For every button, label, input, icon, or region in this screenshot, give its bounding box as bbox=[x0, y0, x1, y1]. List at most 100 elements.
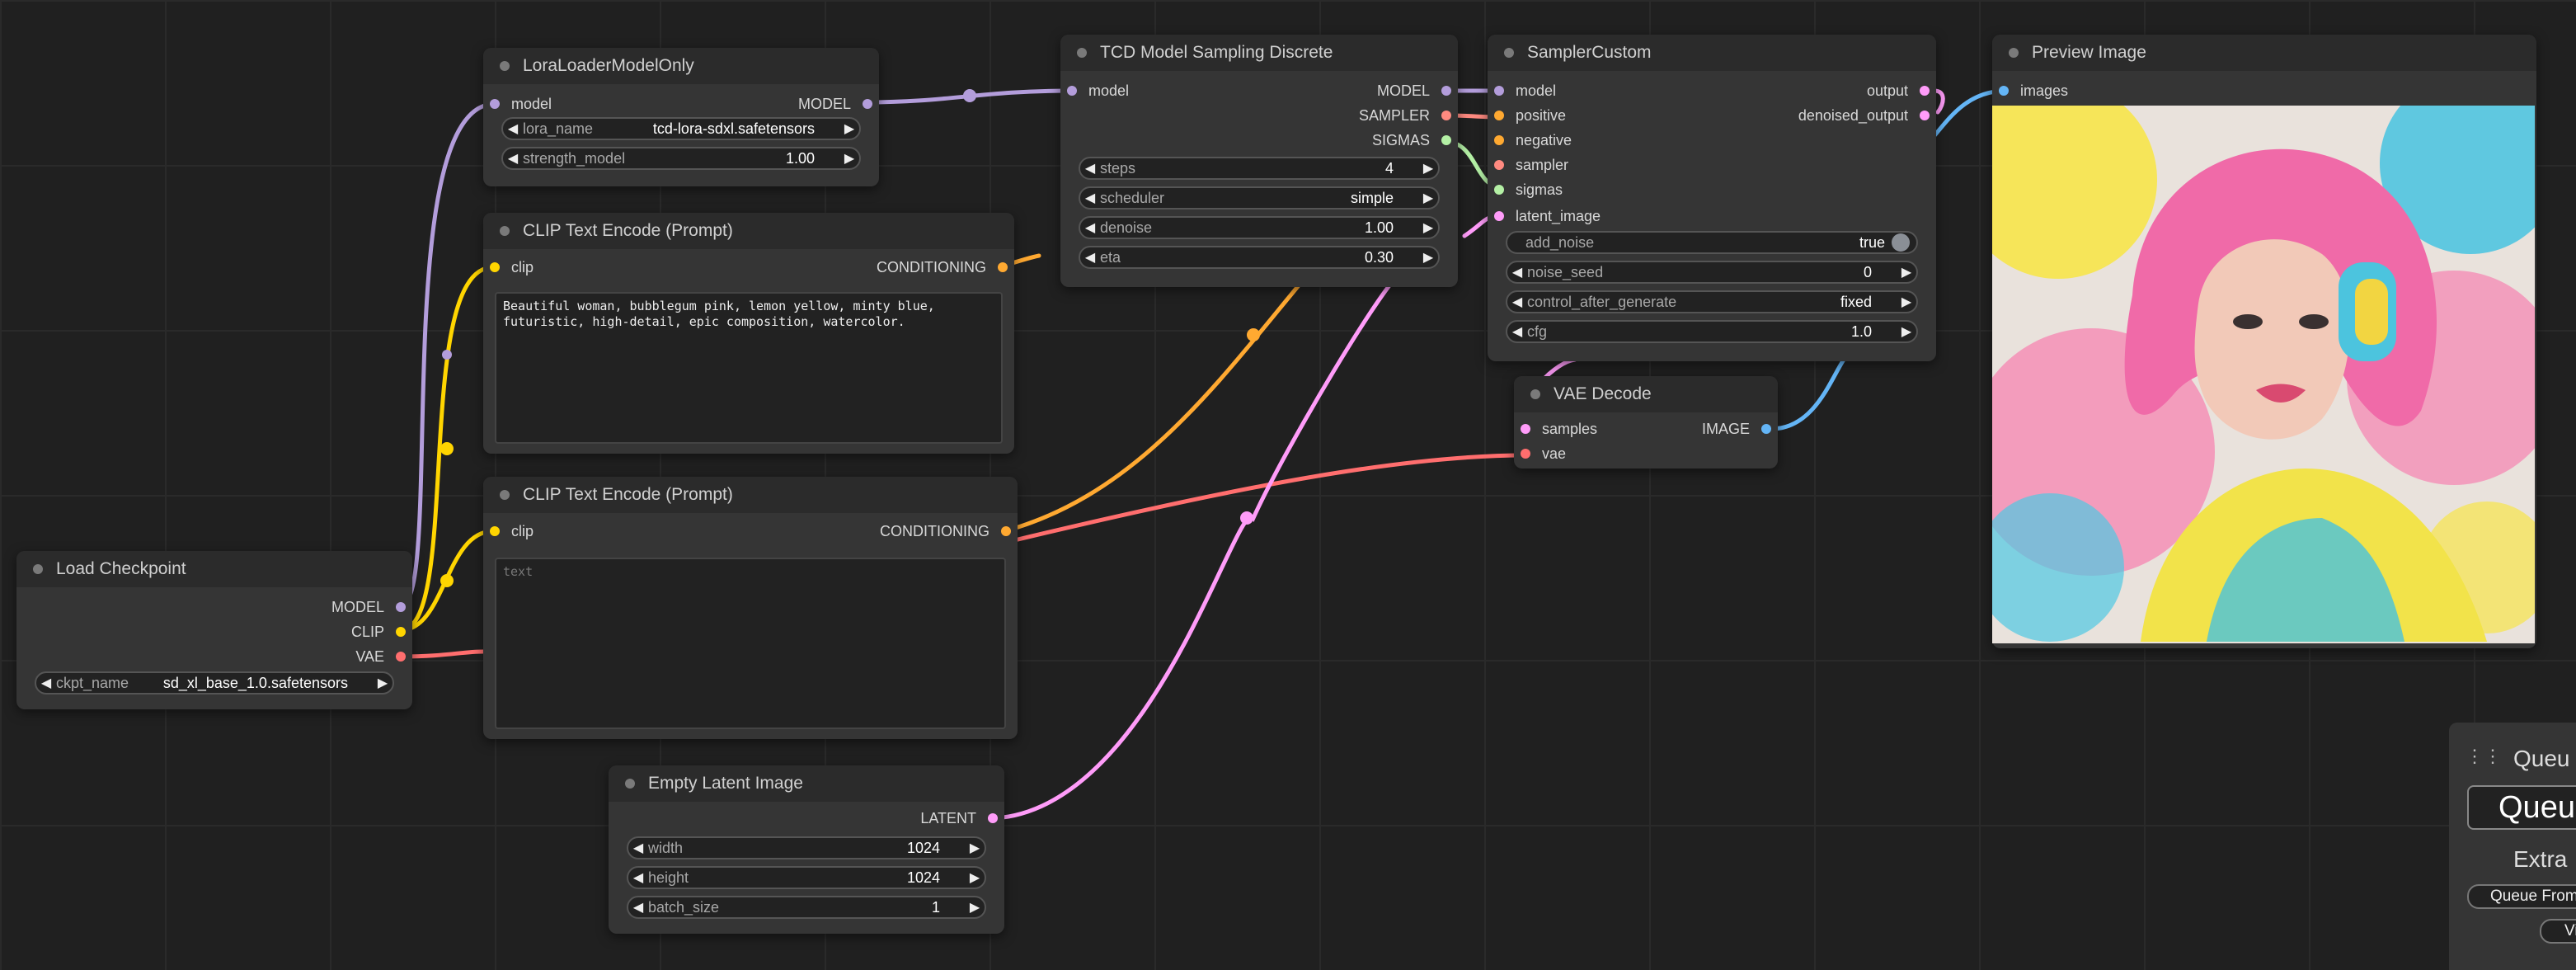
node-tcd-model-sampling[interactable]: TCD Model Sampling Discrete model MODEL … bbox=[1060, 35, 1458, 287]
widget-steps[interactable]: ◀ steps 4 ▶ bbox=[1079, 157, 1440, 180]
output-conditioning[interactable]: CONDITIONING bbox=[880, 521, 1011, 541]
widget-eta[interactable]: ◀ eta 0.30 ▶ bbox=[1079, 246, 1440, 269]
arrow-left-icon[interactable]: ◀ bbox=[1084, 251, 1096, 265]
pin-icon[interactable] bbox=[1494, 211, 1504, 221]
input-sigmas[interactable]: sigmas bbox=[1494, 180, 1563, 200]
toggle-knob-icon[interactable] bbox=[1892, 233, 1910, 252]
collapse-dot-icon[interactable] bbox=[500, 226, 510, 236]
collapse-dot-icon[interactable] bbox=[500, 61, 510, 71]
input-latent-image[interactable]: latent_image bbox=[1494, 206, 1601, 226]
output-model[interactable]: MODEL bbox=[798, 94, 872, 114]
pin-icon[interactable] bbox=[1067, 86, 1077, 96]
pin-icon[interactable] bbox=[1441, 135, 1451, 145]
pin-icon[interactable] bbox=[1920, 111, 1930, 120]
node-title-bar[interactable]: Load Checkpoint bbox=[16, 551, 412, 587]
input-positive[interactable]: positive bbox=[1494, 106, 1566, 125]
collapse-dot-icon[interactable] bbox=[1077, 48, 1087, 58]
pin-icon[interactable] bbox=[1494, 135, 1504, 145]
node-load-checkpoint[interactable]: Load Checkpoint MODEL CLIP VAE ◀ ckpt_nam… bbox=[16, 551, 412, 709]
arrow-right-icon[interactable]: ▶ bbox=[1422, 191, 1434, 205]
pin-icon[interactable] bbox=[1001, 526, 1011, 536]
arrow-left-icon[interactable]: ◀ bbox=[507, 122, 519, 136]
arrow-left-icon[interactable]: ◀ bbox=[40, 676, 52, 690]
input-model[interactable]: model bbox=[1067, 81, 1129, 101]
output-denoised[interactable]: denoised_output bbox=[1798, 106, 1930, 125]
pin-icon[interactable] bbox=[1494, 111, 1504, 120]
widget-noise-seed[interactable]: ◀ noise_seed 0 ▶ bbox=[1506, 261, 1918, 284]
arrow-right-icon[interactable]: ▶ bbox=[1422, 251, 1434, 265]
output-clip[interactable]: CLIP bbox=[351, 622, 406, 642]
widget-width[interactable]: ◀ width 1024 ▶ bbox=[627, 836, 986, 859]
queue-front-button[interactable]: Queue From bbox=[2467, 884, 2576, 909]
input-clip[interactable]: clip bbox=[490, 257, 534, 277]
input-clip[interactable]: clip bbox=[490, 521, 534, 541]
input-sampler[interactable]: sampler bbox=[1494, 155, 1568, 175]
collapse-dot-icon[interactable] bbox=[1504, 48, 1514, 58]
arrow-right-icon[interactable]: ▶ bbox=[1901, 295, 1912, 309]
pin-icon[interactable] bbox=[490, 262, 500, 272]
arrow-left-icon[interactable]: ◀ bbox=[1084, 221, 1096, 235]
widget-strength-model[interactable]: ◀ strength_model 1.00 ▶ bbox=[501, 147, 861, 170]
collapse-dot-icon[interactable] bbox=[625, 779, 635, 789]
arrow-left-icon[interactable]: ◀ bbox=[1511, 325, 1523, 339]
node-title-bar[interactable]: VAE Decode bbox=[1514, 376, 1778, 412]
node-title-bar[interactable]: LoraLoaderModelOnly bbox=[483, 48, 879, 84]
input-samples[interactable]: samples bbox=[1521, 419, 1597, 439]
arrow-right-icon[interactable]: ▶ bbox=[969, 871, 980, 885]
arrow-left-icon[interactable]: ◀ bbox=[1084, 191, 1096, 205]
widget-add-noise[interactable]: add_noise true bbox=[1506, 231, 1918, 254]
preview-generated-image[interactable] bbox=[1992, 106, 2535, 643]
node-vae-decode[interactable]: VAE Decode samples vae IMAGE bbox=[1514, 376, 1778, 469]
output-vae[interactable]: VAE bbox=[355, 647, 406, 666]
node-clip-text-encode-positive[interactable]: CLIP Text Encode (Prompt) clip CONDITION… bbox=[483, 213, 1014, 454]
widget-lora-name[interactable]: ◀ lora_name tcd-lora-sdxl.safetensors ▶ bbox=[501, 117, 861, 140]
pin-icon[interactable] bbox=[490, 99, 500, 109]
node-sampler-custom[interactable]: SamplerCustom model positive negative sa… bbox=[1488, 35, 1936, 361]
output-sigmas[interactable]: SIGMAS bbox=[1372, 130, 1451, 150]
pin-icon[interactable] bbox=[1494, 86, 1504, 96]
arrow-right-icon[interactable]: ▶ bbox=[969, 901, 980, 915]
node-title-bar[interactable]: Preview Image bbox=[1992, 35, 2536, 71]
pin-icon[interactable] bbox=[863, 99, 872, 109]
pin-icon[interactable] bbox=[988, 813, 998, 823]
drag-handle-icon[interactable]: ⋮⋮ bbox=[2466, 746, 2502, 766]
node-title-bar[interactable]: SamplerCustom bbox=[1488, 35, 1936, 71]
pin-icon[interactable] bbox=[1999, 86, 2009, 96]
input-vae[interactable]: vae bbox=[1521, 444, 1566, 464]
node-title-bar[interactable]: CLIP Text Encode (Prompt) bbox=[483, 477, 1018, 513]
collapse-dot-icon[interactable] bbox=[33, 564, 43, 574]
output-latent[interactable]: LATENT bbox=[920, 808, 998, 828]
output-model[interactable]: MODEL bbox=[1377, 81, 1451, 101]
arrow-right-icon[interactable]: ▶ bbox=[969, 841, 980, 855]
arrow-right-icon[interactable]: ▶ bbox=[377, 676, 388, 690]
queue-prompt-button[interactable]: Queu bbox=[2467, 785, 2576, 830]
node-lora-loader[interactable]: LoraLoaderModelOnly model MODEL ◀ lora_na… bbox=[483, 48, 879, 186]
pin-icon[interactable] bbox=[1521, 424, 1530, 434]
node-preview-image[interactable]: Preview Image images bbox=[1992, 35, 2536, 648]
output-output[interactable]: output bbox=[1867, 81, 1930, 101]
arrow-right-icon[interactable]: ▶ bbox=[1901, 266, 1912, 280]
widget-scheduler[interactable]: ◀ scheduler simple ▶ bbox=[1079, 186, 1440, 210]
pin-icon[interactable] bbox=[1494, 160, 1504, 170]
pin-icon[interactable] bbox=[396, 627, 406, 637]
pin-icon[interactable] bbox=[396, 652, 406, 662]
output-model[interactable]: MODEL bbox=[331, 597, 406, 617]
input-model[interactable]: model bbox=[1494, 81, 1556, 101]
widget-ckpt-name[interactable]: ◀ ckpt_name sd_xl_base_1.0.safetensors ▶ bbox=[35, 671, 394, 695]
pin-icon[interactable] bbox=[490, 526, 500, 536]
widget-batch-size[interactable]: ◀ batch_size 1 ▶ bbox=[627, 896, 986, 919]
node-clip-text-encode-negative[interactable]: CLIP Text Encode (Prompt) clip CONDITION… bbox=[483, 477, 1018, 739]
arrow-left-icon[interactable]: ◀ bbox=[632, 841, 644, 855]
input-negative[interactable]: negative bbox=[1494, 130, 1572, 150]
view-queue-button[interactable]: Vi bbox=[2540, 919, 2576, 944]
pin-icon[interactable] bbox=[1494, 185, 1504, 195]
arrow-left-icon[interactable]: ◀ bbox=[1084, 162, 1096, 176]
widget-control-after-generate[interactable]: ◀ control_after_generate fixed ▶ bbox=[1506, 290, 1918, 313]
collapse-dot-icon[interactable] bbox=[2009, 48, 2019, 58]
pin-icon[interactable] bbox=[1441, 111, 1451, 120]
widget-cfg[interactable]: ◀ cfg 1.0 ▶ bbox=[1506, 320, 1918, 343]
pin-icon[interactable] bbox=[998, 262, 1008, 272]
arrow-left-icon[interactable]: ◀ bbox=[507, 152, 519, 166]
node-title-bar[interactable]: TCD Model Sampling Discrete bbox=[1060, 35, 1458, 71]
arrow-right-icon[interactable]: ▶ bbox=[844, 122, 855, 136]
